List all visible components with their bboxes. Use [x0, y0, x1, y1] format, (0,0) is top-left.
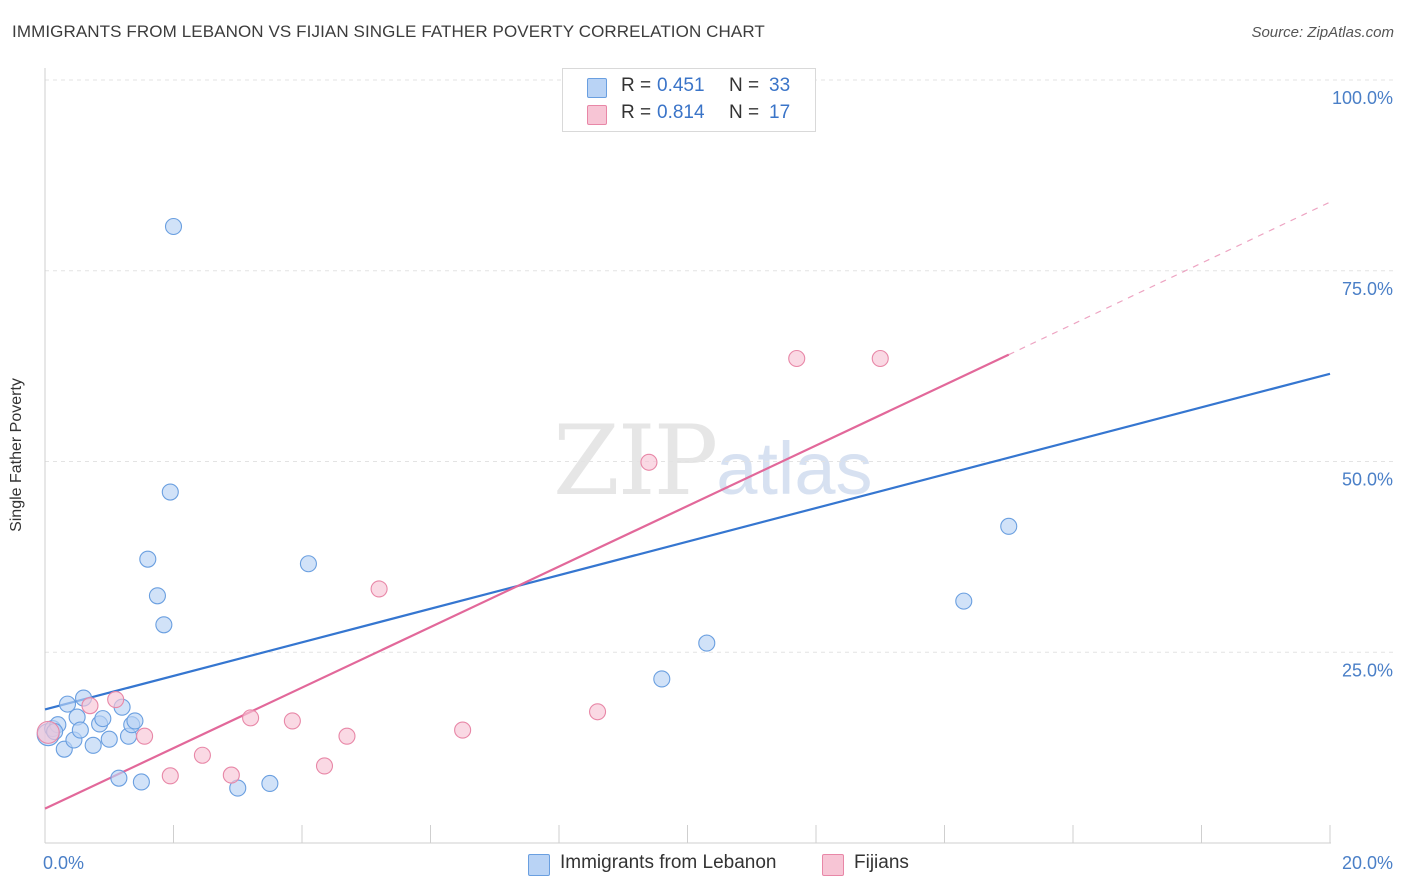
legend-r-label: R =	[621, 75, 652, 96]
point-1-11	[370, 580, 388, 598]
point-1-9	[315, 757, 334, 775]
legend-swatch-fijians	[587, 105, 607, 125]
point-0-29	[955, 592, 973, 610]
point-0-32	[71, 721, 89, 739]
legend-n-label: N =	[729, 102, 760, 123]
y-tick-label-1: 75.0%	[1342, 279, 1393, 299]
legend-stats: R = 0.451 N = 33 R = 0.814 N = 17	[562, 68, 816, 132]
grid-lines	[45, 79, 1393, 653]
point-0-17	[132, 773, 150, 791]
legend-swatch-fijians	[822, 854, 844, 876]
point-0-11	[100, 730, 118, 748]
point-0-26	[653, 670, 671, 688]
point-0-25	[299, 555, 317, 573]
trend-line-1	[44, 353, 1010, 810]
tick-labels: 100.0% 75.0% 50.0% 25.0% 0.0% 20.0%	[43, 88, 1393, 873]
legend-swatch-lebanon	[587, 78, 607, 98]
point-0-21	[161, 483, 179, 501]
point-1-0	[36, 720, 60, 744]
point-0-24	[261, 774, 279, 793]
trend-lines	[44, 201, 1331, 810]
point-0-16	[126, 712, 144, 730]
point-0-22	[164, 217, 183, 236]
point-1-1	[81, 697, 99, 715]
point-1-6	[222, 766, 240, 784]
point-0-12	[110, 769, 128, 787]
legend-label-lebanon: Immigrants from Lebanon	[560, 852, 777, 873]
point-1-15	[788, 349, 806, 368]
axes	[44, 68, 1331, 844]
point-1-13	[588, 703, 607, 721]
legend-r-value-lebanon: 0.451	[657, 75, 705, 96]
source-label: Source: ZipAtlas.com	[1251, 24, 1394, 41]
point-0-19	[148, 587, 166, 605]
x-tick-label-left: 0.0%	[43, 853, 84, 873]
point-1-10	[338, 727, 356, 745]
y-tick-label-2: 50.0%	[1342, 470, 1393, 490]
point-0-4	[58, 695, 77, 713]
point-1-12	[454, 721, 472, 739]
point-1-16	[871, 349, 889, 368]
watermark: ZIPatlas	[553, 405, 873, 517]
point-0-30	[1000, 517, 1018, 535]
point-1-2	[107, 691, 125, 709]
point-0-10	[94, 710, 112, 728]
legend-r-value-fijians: 0.814	[657, 102, 705, 123]
legend-swatch-lebanon	[528, 854, 550, 876]
trend-line-0	[44, 372, 1331, 711]
point-0-18	[139, 550, 157, 568]
legend-series: Immigrants from Lebanon Fijians	[0, 850, 1406, 878]
point-1-14	[640, 453, 658, 471]
point-1-5	[193, 746, 211, 764]
legend-label-fijians: Fijians	[854, 852, 909, 873]
legend-r-label: R =	[621, 102, 652, 123]
watermark-zip: ZIP	[553, 405, 718, 517]
legend-n-value-lebanon: 33	[769, 75, 791, 96]
point-1-8	[283, 712, 301, 730]
point-1-3	[136, 727, 154, 745]
chart-title: IMMIGRANTS FROM LEBANON VS FIJIAN SINGLE…	[12, 22, 765, 41]
point-0-8	[84, 736, 102, 754]
point-1-4	[161, 767, 179, 785]
point-0-27	[698, 634, 716, 652]
watermark-atlas: atlas	[716, 427, 873, 510]
y-tick-label-0: 100.0%	[1332, 88, 1393, 108]
legend-n-value-fijians: 17	[769, 102, 791, 123]
x-tick-label-right: 20.0%	[1342, 853, 1393, 873]
trend-line-dashed-1	[1008, 201, 1331, 356]
legend-n-label: N =	[729, 75, 760, 96]
data-points	[36, 71, 1018, 797]
y-tick-label-3: 25.0%	[1342, 660, 1393, 680]
point-0-20	[155, 616, 173, 634]
point-1-7	[242, 709, 260, 727]
